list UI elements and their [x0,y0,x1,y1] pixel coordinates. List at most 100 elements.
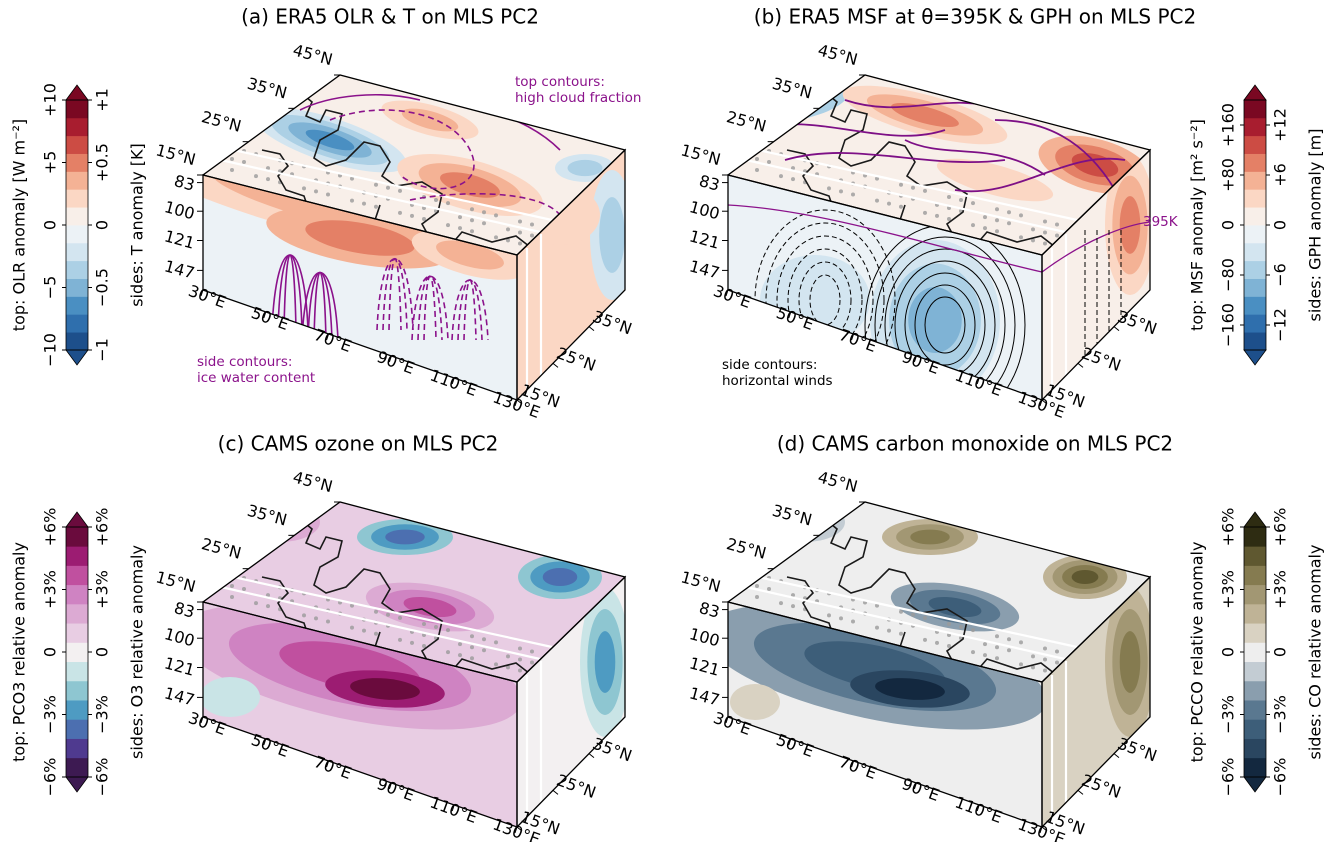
significance-dot [266,604,270,609]
colorbar-level [66,700,88,720]
colorbar-extend [65,776,89,793]
tick-mark [788,738,792,746]
significance-dot [458,642,462,647]
significance-dot [995,218,999,223]
significance-dot [230,573,234,577]
colorbar-level [66,332,88,351]
ice-contour [313,271,327,341]
lat-tick-label: 15°N [154,140,198,169]
significance-dot [755,584,759,588]
significance-dot [530,233,534,238]
field-contour [1119,631,1141,693]
tick-mark [516,399,523,405]
significance-dot [911,185,915,190]
significance-dot [1007,210,1011,215]
colorbar-level [66,207,88,226]
colorbar-level [66,603,88,624]
lat-tick-label: 25°N [200,107,244,136]
field-contour [305,129,355,151]
field-contour [401,108,459,132]
significance-dot [1031,238,1035,243]
tick-mark [200,716,204,724]
colorbar-tick-label: 0 [1271,220,1290,230]
significance-dot [995,645,999,650]
significance-dot [422,621,426,626]
cube-face [728,602,1042,827]
colorbar-level [66,623,88,643]
colorbar-level [66,260,88,279]
significance-dot [482,221,486,226]
significance-dot [518,230,522,235]
tick-mark [588,753,595,759]
significance-dot [899,182,903,187]
colorbar-tick-label: −6% [1271,758,1290,797]
significance-dot [518,646,522,651]
significance-dot [899,609,903,614]
colorbar-tick-label: 0 [1219,647,1238,657]
colorbar-level [66,642,88,663]
significance-dot [506,665,510,670]
colorbar-tick-label: +6% [1219,508,1238,547]
field-contour [599,197,625,273]
track-line [739,571,1078,649]
track-line [736,583,1066,661]
track-line [211,156,541,234]
significance-dot [791,177,795,182]
significance-dot [851,192,855,197]
colorbar-level [66,135,88,154]
significance-dot [923,637,927,642]
significance-dot [1055,222,1059,227]
tick-mark [451,804,455,812]
significance-dot [767,160,771,165]
significance-dot [494,640,498,645]
colorbar-label: sides: T anomaly [K] [128,143,147,307]
significance-dot [494,662,498,667]
annotation: high cloud fraction [515,90,641,106]
significance-dot [314,616,318,621]
lat-tick-label: 35°N [590,734,634,766]
colorbar-level [66,153,88,172]
significance-dot [506,238,510,243]
significance-dot [410,213,414,218]
colorbar-level [1244,546,1266,566]
colorbar-level [1244,171,1266,190]
lat-tick-label: 25°N [200,534,244,563]
colorbar-tick-label: +12 [1271,108,1290,142]
colorbar-level [66,314,88,333]
significance-dot [374,631,378,636]
pressure-tick-label: 147 [687,683,721,709]
significance-dot [1043,241,1047,246]
overlay [736,91,1078,252]
significance-dot [923,188,927,193]
lat-tick-label: 45°N [291,40,335,69]
significance-dot [242,587,246,592]
lat-tick-label: 15°N [154,567,198,596]
significance-dot [755,168,759,172]
cube-edge [1041,575,1151,829]
colorbar-label: sides: O3 relative anomaly [128,545,147,759]
significance-dot [446,650,450,655]
cloud-contour [329,109,561,216]
significance-dot [470,218,474,223]
colorbar-level [66,278,88,297]
lat-tick-label: 35°N [770,74,814,103]
cube-edge [1041,148,1151,402]
pressure-tick-label: 121 [687,226,721,252]
wind-contour [914,284,976,366]
colorbar-extend [65,84,89,101]
tick-mark [788,311,792,319]
significance-dot [470,645,474,650]
colorbar-level [1244,738,1266,759]
colorbar-tick-label: +160 [1219,103,1238,147]
significance-dot [302,186,306,191]
significance-dot [362,201,366,206]
colorbar-level [66,661,88,682]
significance-dot [506,227,510,232]
annotation: horizontal winds [722,373,833,389]
cube-face [203,602,517,827]
significance-dot [326,619,330,624]
colorbar-tick-label: +80 [1219,158,1238,192]
significance-dot [314,189,318,194]
significance-dot [899,631,903,636]
pressure-tick-label: 100 [162,624,196,650]
